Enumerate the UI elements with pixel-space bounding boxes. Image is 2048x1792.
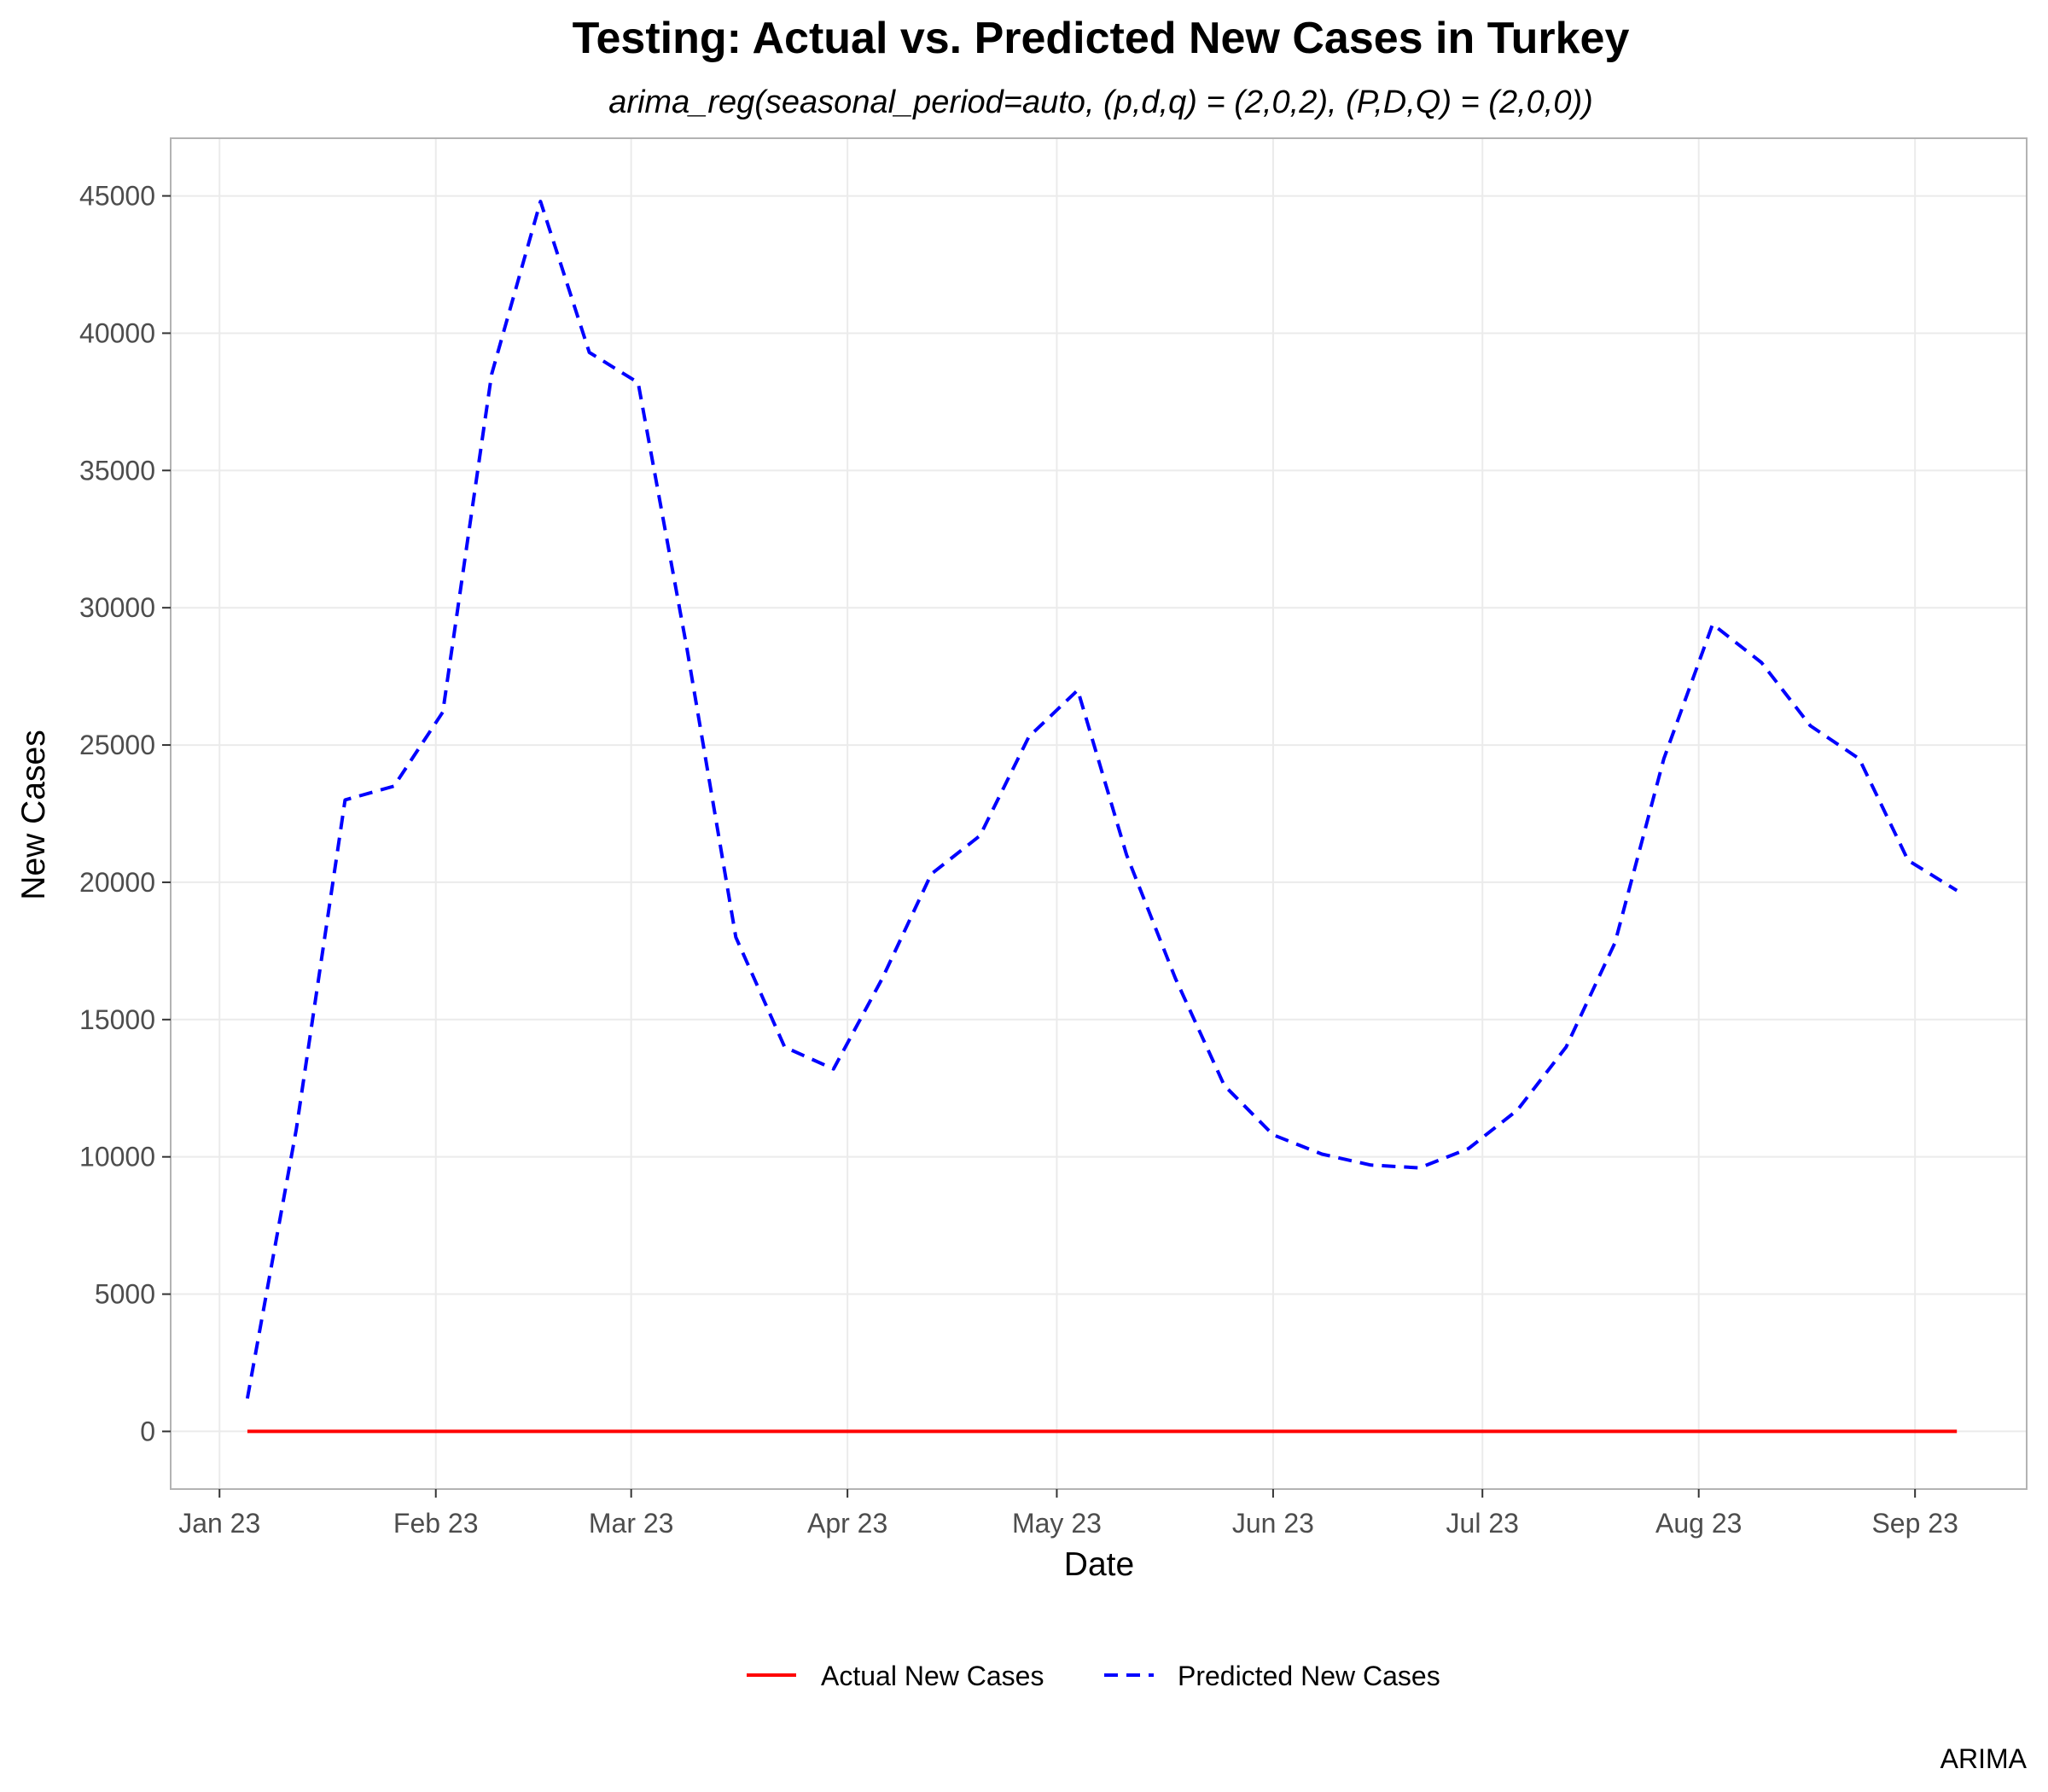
x-axis-label: Date [1064, 1546, 1134, 1583]
x-tick-label: Apr 23 [807, 1508, 887, 1539]
y-tick-label: 10000 [79, 1142, 155, 1172]
y-tick-label: 20000 [79, 867, 155, 898]
x-tick-label: Mar 23 [589, 1508, 674, 1539]
y-tick-label: 35000 [79, 455, 155, 486]
legend: Actual New Cases Predicted New Cases [747, 1661, 1440, 1691]
series-lines [245, 200, 1958, 1434]
y-axis-label: New Cases [15, 730, 52, 899]
x-tick-label: Feb 23 [393, 1508, 479, 1539]
legend-label-predicted: Predicted New Cases [1178, 1661, 1440, 1691]
x-tick-label: Jan 23 [178, 1508, 260, 1539]
legend-label-actual: Actual New Cases [821, 1661, 1044, 1691]
y-tick-label: 45000 [79, 181, 155, 212]
plot-panel [170, 137, 2028, 1490]
x-tick-label: Sep 23 [1871, 1508, 1958, 1539]
chart-title: Testing: Actual vs. Predicted New Cases … [573, 14, 1630, 63]
y-tick-label: 40000 [79, 317, 155, 348]
y-tick-label: 5000 [95, 1279, 155, 1310]
y-tick-label: 25000 [79, 730, 155, 760]
series-line-predicted [245, 200, 1958, 1399]
y-tick-label: 30000 [79, 592, 155, 623]
x-tick-label: Jun 23 [1232, 1508, 1314, 1539]
chart-caption: ARIMA [1940, 1743, 2028, 1774]
y-axis-ticks: 0 5000 10000 15000 20000 25000 30000 35000 40000… [79, 181, 171, 1446]
chart-subtitle: arima_reg(seasonal_period=auto, (p,d,q) … [608, 84, 1593, 120]
x-axis-ticks: Jan 23 Feb 23 Mar 23 Apr 23 May 23 Jun 23 Jul … [178, 1489, 1958, 1539]
y-tick-label: 15000 [79, 1004, 155, 1035]
x-tick-label: May 23 [1012, 1508, 1102, 1539]
grid [171, 138, 2027, 1489]
y-tick-label: 0 [140, 1416, 155, 1446]
x-tick-label: Aug 23 [1655, 1508, 1742, 1539]
x-tick-label: Jul 23 [1446, 1508, 1519, 1539]
